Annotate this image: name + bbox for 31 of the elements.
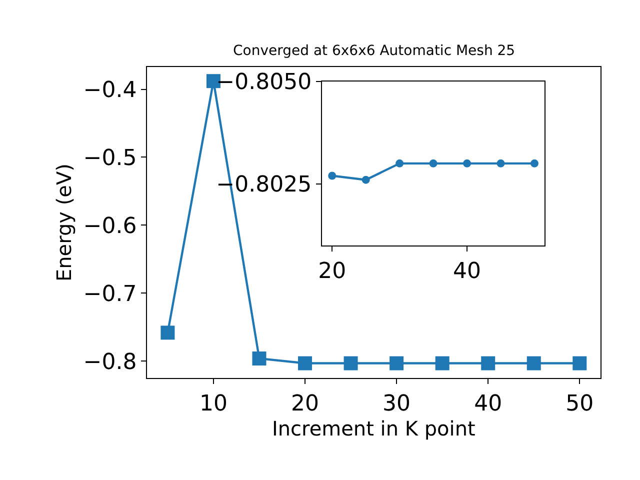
- point: [496, 159, 505, 168]
- x-tick-label: 40: [474, 392, 502, 417]
- point: [572, 356, 587, 370]
- point: [481, 356, 496, 370]
- y-axis-title: Energy (eV): [52, 164, 76, 282]
- x-tick-label: 10: [199, 392, 228, 417]
- point: [435, 356, 450, 370]
- point: [390, 356, 404, 370]
- point: [463, 159, 472, 168]
- point: [160, 326, 175, 340]
- point: [298, 356, 312, 370]
- point: [344, 356, 358, 370]
- y-tick-label: −0.6: [83, 214, 137, 239]
- chart-title: Converged at 6x6x6 Automatic Mesh 25: [233, 43, 516, 59]
- point: [530, 159, 538, 168]
- y-tick-label: −0.7: [83, 282, 137, 307]
- point: [252, 352, 266, 366]
- x-tick-label: 50: [566, 392, 594, 417]
- x-tick-label: 20: [291, 392, 320, 417]
- point: [429, 159, 438, 168]
- y-tick-label: −0.5: [83, 146, 137, 171]
- point: [396, 159, 404, 168]
- point: [526, 356, 541, 370]
- x-axis-title: Increment in K point: [272, 416, 476, 441]
- x-tick-label: 20: [318, 258, 346, 284]
- x-tick-label: 30: [382, 392, 411, 417]
- y-tick-label: −0.8: [83, 350, 137, 375]
- point: [328, 172, 336, 180]
- x-tick-label: 40: [453, 258, 482, 284]
- y-tick-label: −0.4: [83, 78, 137, 103]
- point: [362, 176, 370, 184]
